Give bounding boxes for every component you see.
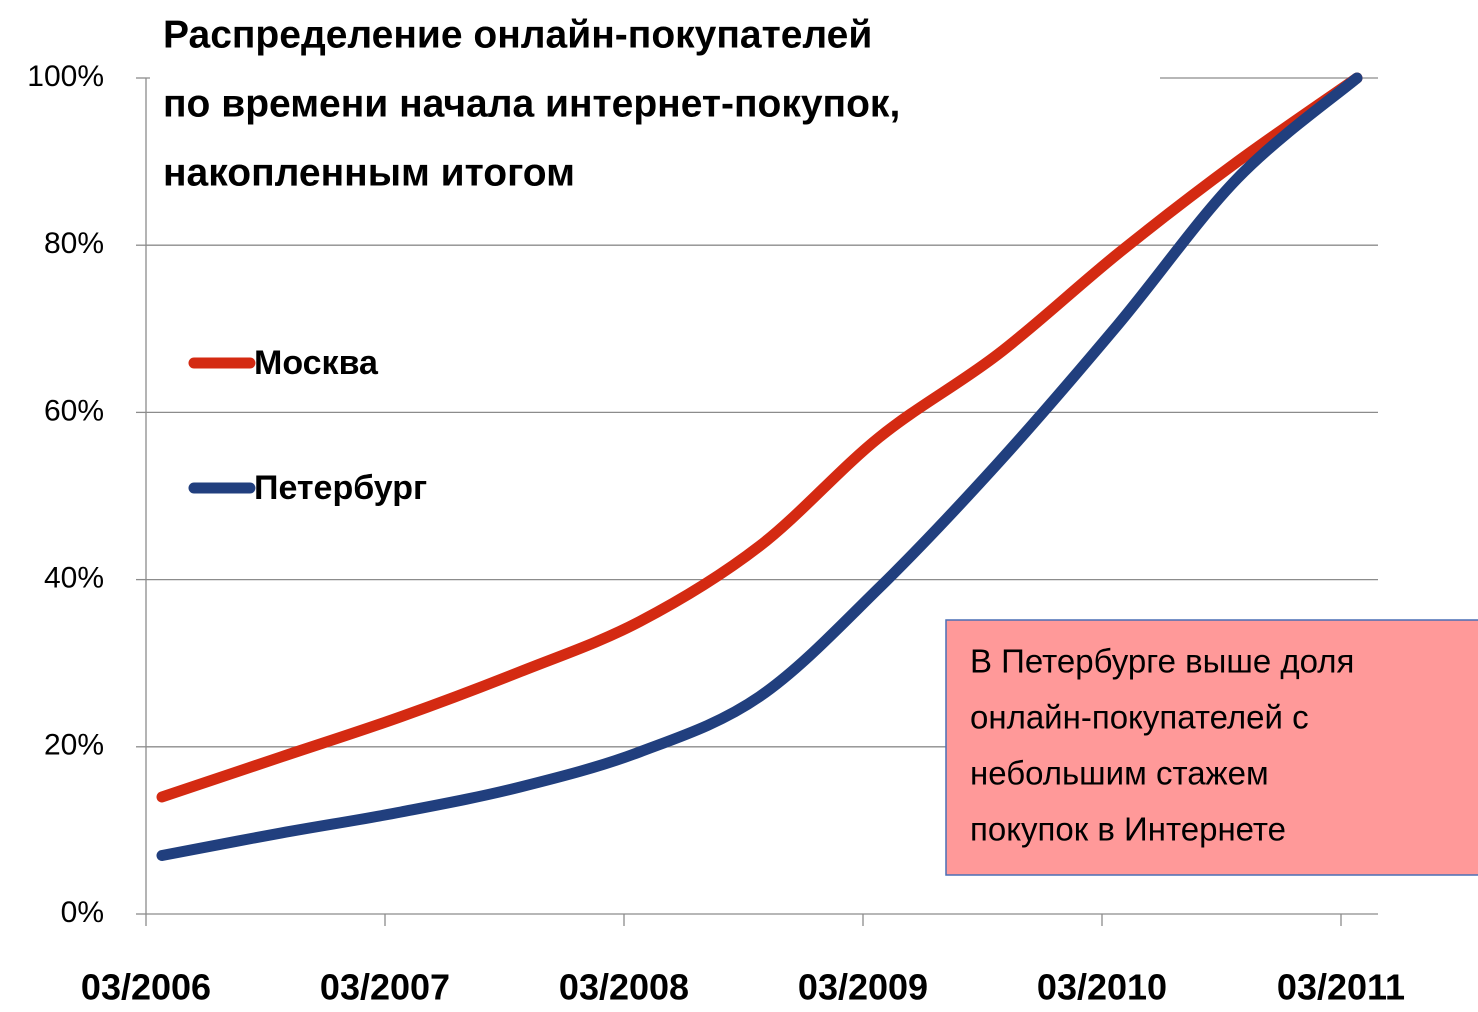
title-background bbox=[150, 0, 1160, 212]
x-tick-label: 03/2008 bbox=[559, 967, 689, 1008]
x-tick-label: 03/2009 bbox=[798, 967, 928, 1008]
legend-label: Петербург bbox=[254, 469, 427, 507]
legend-label: Москва bbox=[254, 344, 379, 382]
series-line bbox=[156, 72, 1363, 861]
y-tick-label: 80% bbox=[44, 227, 104, 260]
y-tick-label: 40% bbox=[44, 562, 104, 595]
annotation-text: покупок в Интернете bbox=[970, 811, 1286, 848]
chart-title: по времени начала интернет-покупок, bbox=[163, 82, 900, 125]
annotation-box bbox=[945, 619, 1478, 876]
y-tick-label: 60% bbox=[44, 394, 104, 427]
annotation-text: В Петербурге выше доля bbox=[970, 643, 1354, 680]
y-tick-label: 20% bbox=[44, 729, 104, 762]
chart-title: Распределение онлайн-покупателей bbox=[163, 13, 872, 56]
chart-title: накопленным итогом bbox=[163, 151, 575, 194]
y-tick-label: 0% bbox=[61, 896, 104, 929]
annotation-text: небольшим стажем bbox=[970, 755, 1269, 792]
x-tick-label: 03/2007 bbox=[320, 967, 450, 1008]
x-tick-label: 03/2006 bbox=[81, 967, 211, 1008]
y-tick-label: 100% bbox=[27, 60, 104, 93]
annotation-text: онлайн-покупателей с bbox=[970, 699, 1309, 736]
x-tick-label: 03/2011 bbox=[1277, 967, 1405, 1008]
series-line bbox=[156, 72, 1363, 803]
x-tick-label: 03/2010 bbox=[1037, 967, 1167, 1008]
